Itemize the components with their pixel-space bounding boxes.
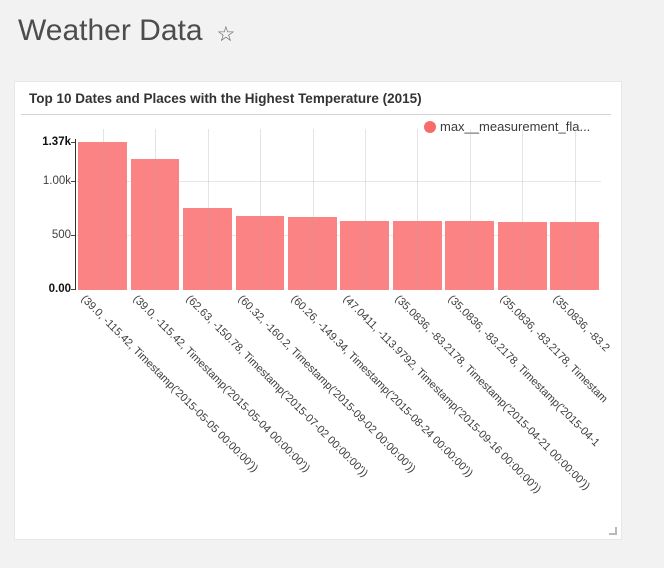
gridline-vertical (469, 129, 471, 290)
gridline-vertical (522, 129, 524, 290)
bar[interactable] (235, 215, 285, 290)
title-divider (21, 114, 611, 115)
gridline-vertical (417, 129, 419, 290)
gridline-vertical (155, 129, 157, 290)
bar[interactable] (497, 221, 547, 290)
bar[interactable] (288, 216, 337, 290)
x-axis-label: (39.0, -115.42, Timestamp('2015-05-05 00… (78, 293, 260, 475)
legend-label: max__measurement_fla... (440, 119, 591, 134)
bar[interactable] (550, 221, 600, 290)
bar[interactable] (392, 221, 442, 290)
gridline-vertical (574, 129, 576, 290)
bar-chart-plot-area: 1.37k 1.00k 500 0.00 (39.0, -115.42, Timesta… (15, 82, 621, 539)
chart-widget-card: Top 10 Dates and Places with the Highest… (14, 81, 622, 540)
legend-color-dot-icon (424, 120, 436, 133)
y-axis-tick-label: 1.00k (42, 175, 71, 188)
bar[interactable] (78, 141, 127, 290)
favorite-star-icon[interactable]: ☆ (216, 22, 236, 46)
gridline-vertical (207, 129, 209, 290)
resize-handle-icon[interactable] (609, 527, 617, 535)
y-axis-tick-label: 500 (51, 229, 71, 242)
chart-title: Top 10 Dates and Places with the Highest… (29, 91, 422, 106)
x-axis-label: (47.0411, -113.9792, Timestamp('2015-09-… (340, 293, 544, 496)
y-axis-tick-label: 0.00 (48, 283, 71, 295)
y-axis-tick-label: 1.37k (42, 135, 71, 148)
x-axis-label: (62.63, -150.78, Timestamp('2015-07-02 0… (183, 293, 370, 480)
gridline-vertical (312, 129, 314, 290)
bar[interactable] (445, 221, 495, 290)
bar[interactable] (340, 221, 390, 290)
x-axis-label: (35.0836, -83.2178, Timestam (497, 293, 611, 406)
y-axis-tick-mark (71, 141, 75, 143)
gridline-vertical (102, 129, 104, 290)
bar[interactable] (130, 158, 180, 290)
page-title: Weather Data (18, 14, 203, 47)
x-axis-label: (35.0836, -83.2 (550, 293, 612, 355)
gridline-horizontal (76, 235, 601, 237)
x-axis-label: (60.26, -149.34, Timestamp('2015-08-24 0… (288, 293, 475, 480)
y-axis-line (75, 139, 76, 290)
x-axis-label: (35.0836, -83.2178, Timestamp('2015-04-2… (392, 293, 593, 493)
gridline-horizontal (76, 181, 601, 183)
y-axis-tick-mark (71, 289, 75, 290)
x-axis-label: (60.32, -160.2, Timestamp('2015-09-02 00… (235, 293, 418, 476)
bar[interactable] (183, 208, 232, 290)
gridline-vertical (260, 129, 262, 290)
x-axis-label: (39.0, -115.42, Timestamp('2015-05-04 00… (130, 293, 313, 475)
y-axis-tick-mark (71, 181, 75, 183)
gridline-vertical (364, 129, 366, 290)
page-header: Weather Data ☆ (18, 14, 235, 48)
legend-item[interactable]: max__measurement_fla... (424, 119, 590, 134)
y-axis-tick-mark (71, 235, 75, 237)
